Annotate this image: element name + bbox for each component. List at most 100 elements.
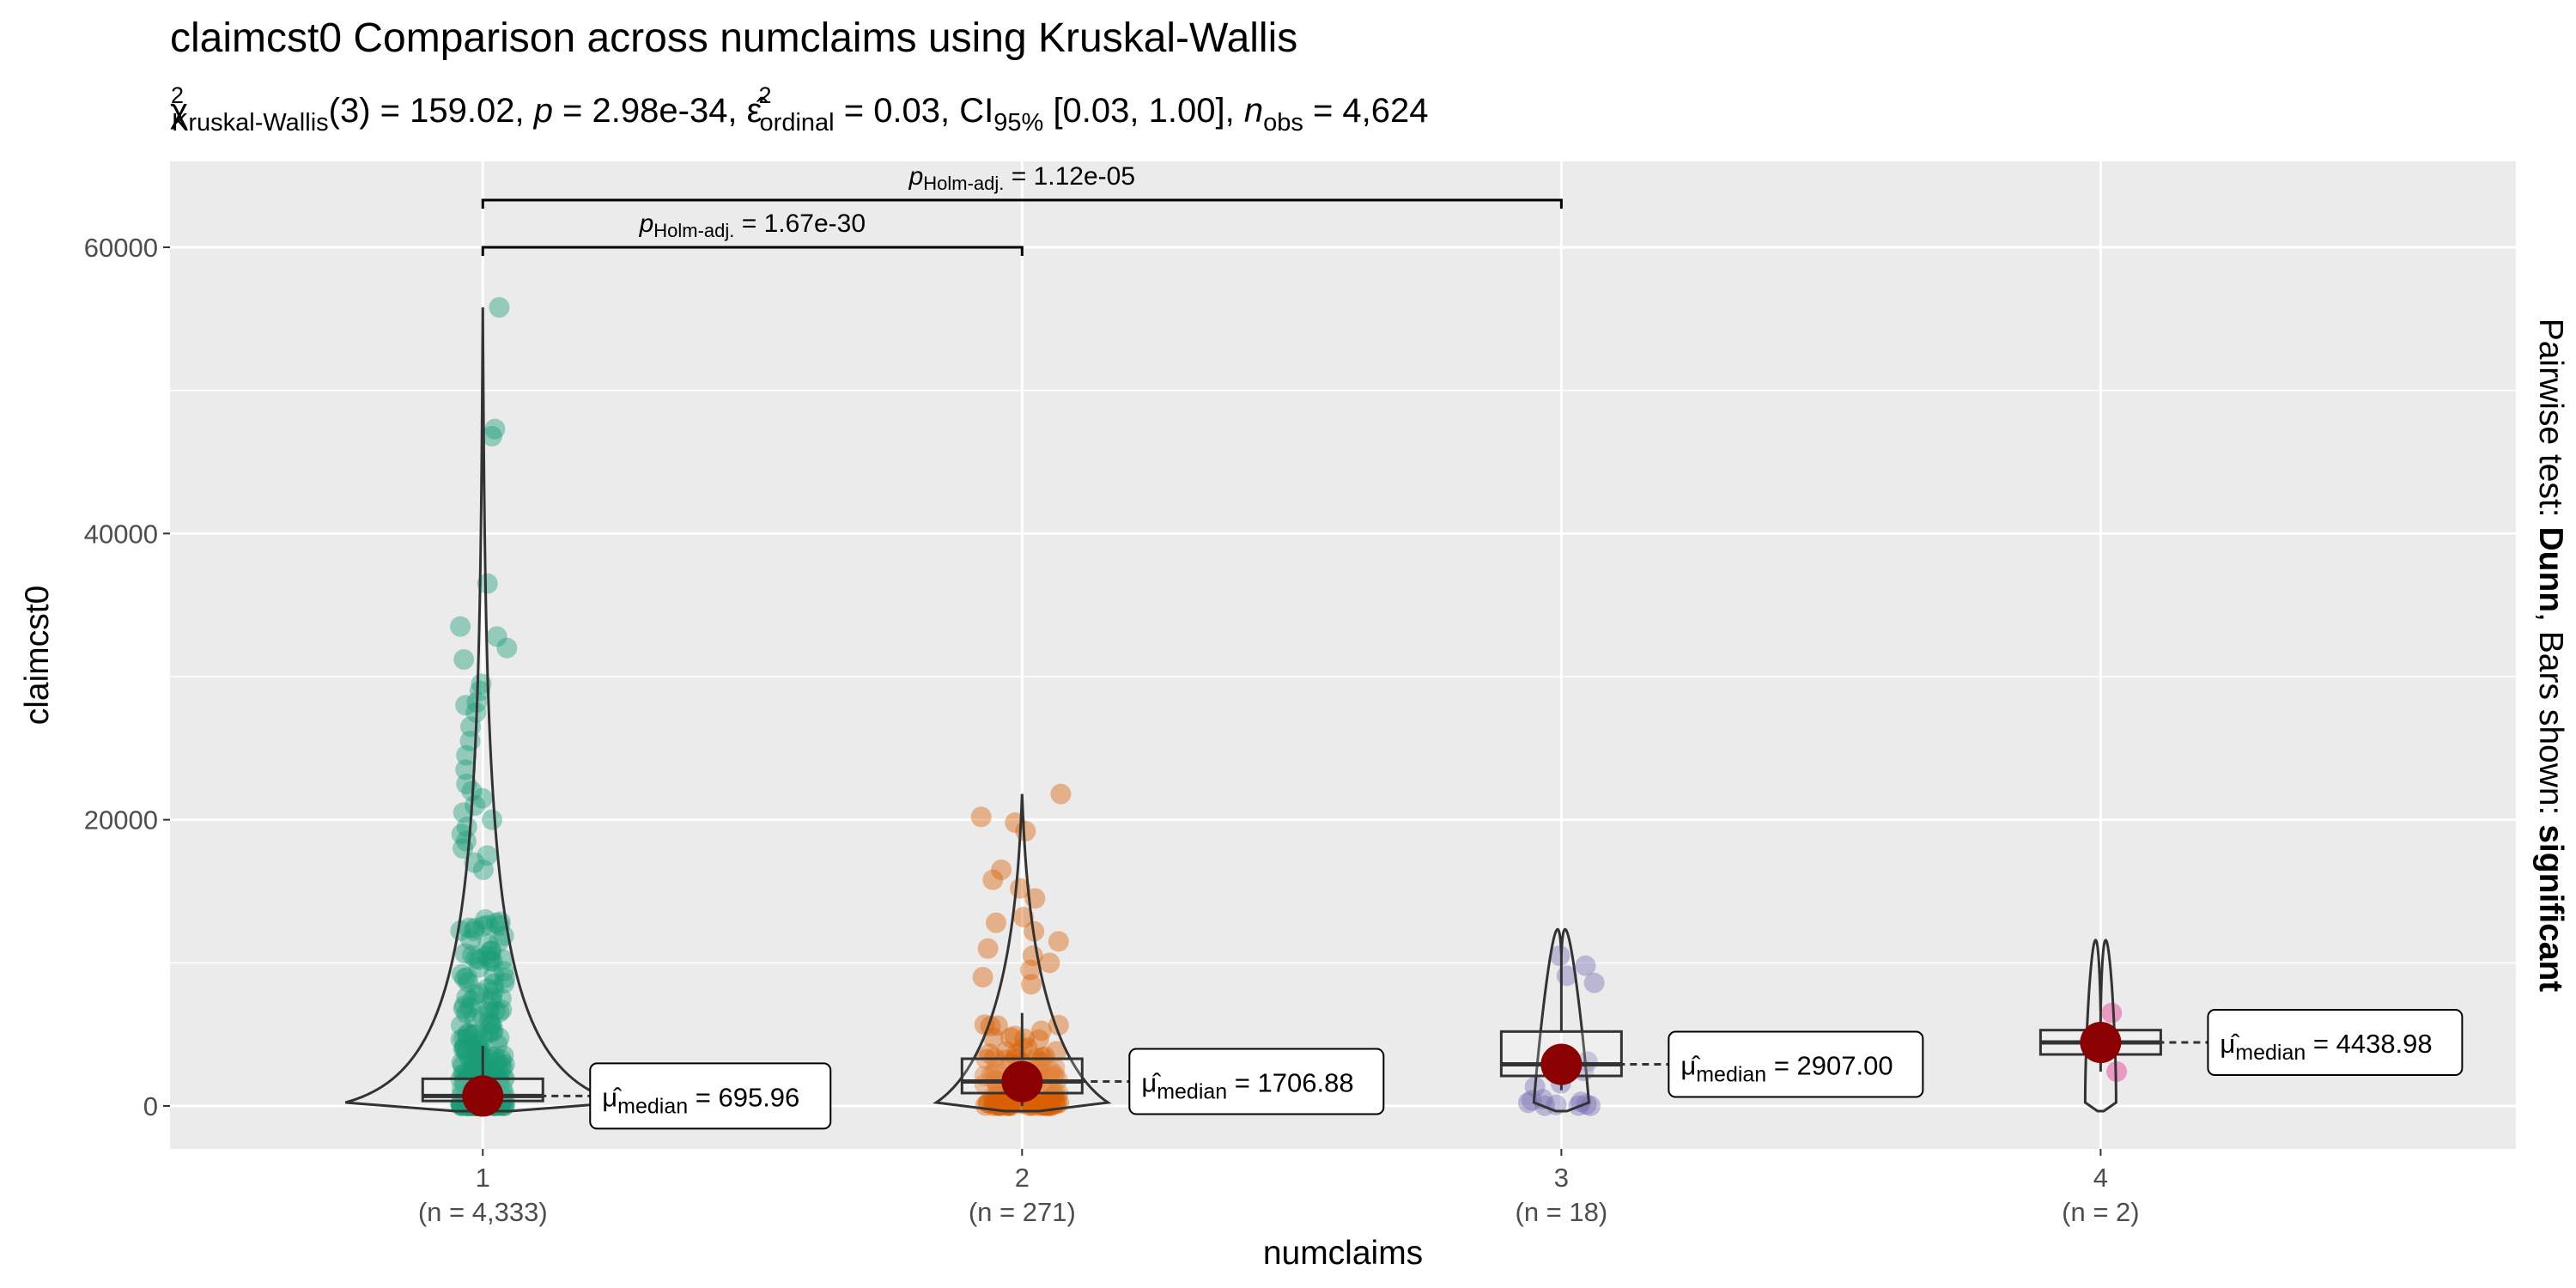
data-point — [481, 1014, 502, 1036]
y-tick-label: 40000 — [84, 519, 158, 549]
data-point — [1549, 945, 1571, 966]
data-point — [494, 972, 515, 993]
data-point — [464, 920, 485, 942]
data-point — [465, 948, 487, 969]
data-point — [453, 649, 475, 670]
data-point — [494, 967, 515, 988]
data-point — [484, 1000, 506, 1022]
data-point — [1047, 1069, 1068, 1091]
data-point — [1043, 1085, 1065, 1107]
data-point — [1050, 783, 1072, 805]
data-point — [465, 795, 486, 816]
chart-title: claimcst0 Comparison across numclaims us… — [170, 15, 1297, 61]
data-point — [469, 680, 490, 702]
data-point — [490, 987, 512, 1009]
y-tick-label: 20000 — [84, 805, 158, 835]
data-point — [483, 1020, 504, 1042]
data-point — [1042, 1080, 1063, 1102]
subtitle-ci-value: [0.03, 1.00], — [1043, 92, 1244, 130]
data-point — [987, 1085, 1008, 1107]
x-tick-count: (n = 271) — [969, 1197, 1076, 1227]
violin — [2083, 939, 2117, 1113]
data-point — [459, 1049, 481, 1071]
data-point — [450, 616, 471, 637]
data-point — [987, 1084, 1008, 1106]
subtitle-p-symbol: p — [533, 92, 553, 130]
data-point — [486, 1051, 507, 1072]
subtitle-ci-sub: 95% — [993, 109, 1043, 137]
data-point — [984, 1062, 1005, 1084]
x-axis-ticks: 1 (n = 4,333) 2 (n = 271) 3 (n = 18) 4 (n = 2) — [418, 1149, 2140, 1227]
x-tick-label: 2 — [1015, 1163, 1030, 1193]
data-point — [480, 940, 501, 962]
data-point — [456, 744, 477, 766]
data-point — [479, 951, 501, 972]
data-point — [489, 1027, 510, 1048]
plot-panel — [170, 161, 2516, 1149]
data-point — [460, 1059, 482, 1080]
data-point — [462, 1024, 483, 1046]
data-point — [991, 860, 1012, 880]
data-point — [977, 938, 999, 959]
data-point — [1015, 821, 1036, 841]
data-point — [478, 1022, 500, 1043]
violin — [1532, 927, 1590, 1113]
violin — [933, 793, 1112, 1113]
data-point — [470, 1045, 491, 1066]
median-label: μ̂median = 1706.88 — [1141, 1068, 1353, 1104]
data-point — [483, 974, 504, 995]
x-tick-count: (n = 4,333) — [418, 1197, 548, 1227]
data-point — [986, 912, 1007, 933]
subtitle-chi: χ — [170, 92, 188, 130]
data-point — [465, 917, 486, 939]
data-point — [473, 915, 495, 937]
data-point — [481, 940, 502, 962]
data-point — [490, 1048, 512, 1070]
data-point — [1040, 1060, 1061, 1081]
data-point — [487, 1055, 508, 1077]
data-point — [463, 1024, 484, 1045]
data-point — [455, 759, 477, 781]
data-point — [496, 637, 518, 659]
subtitle-n-value: = 4,624 — [1303, 92, 1429, 130]
data-point — [1042, 1085, 1063, 1107]
data-point — [475, 945, 496, 967]
subtitle-n-sub: obs — [1263, 109, 1303, 137]
pairwise-label: pHolm-adj. = 1.67e-30 — [639, 210, 866, 241]
median-markers: μ̂median = 695.96 μ̂median = 1706.88μ̂med… — [462, 1009, 2464, 1130]
data-point — [463, 1050, 484, 1072]
data-point — [1039, 952, 1060, 974]
data-point — [456, 774, 477, 794]
data-point — [459, 997, 481, 1018]
data-point — [1521, 1090, 1542, 1111]
data-point — [1044, 1057, 1066, 1078]
data-point — [492, 949, 513, 970]
data-point — [1048, 931, 1069, 952]
data-point — [450, 920, 471, 941]
data-point — [974, 1073, 995, 1095]
data-point — [451, 1052, 472, 1073]
data-point — [477, 978, 499, 999]
pairwise-prefix: Pairwise test: — [2532, 319, 2569, 527]
data-point — [481, 1014, 502, 1036]
x-tick-label: 1 — [476, 1163, 490, 1193]
data-point — [475, 908, 496, 930]
data-point — [493, 1045, 514, 1066]
pairwise-bracket — [481, 246, 1024, 256]
data-point — [489, 931, 510, 952]
data-point — [460, 929, 482, 951]
data-point — [986, 1057, 1007, 1078]
data-point — [464, 1008, 485, 1030]
data-point — [1583, 972, 1605, 993]
subtitle-p-value: = 2.98e-34, — [553, 92, 747, 130]
data-point — [478, 1001, 500, 1023]
data-point — [1034, 1046, 1055, 1067]
data-point — [1020, 959, 1042, 981]
subtitle-epsilon-value: = 0.03, CI — [835, 92, 994, 130]
subtitle-chi-sup: 2 — [171, 82, 184, 108]
data-point — [454, 943, 476, 964]
data-point — [479, 1045, 501, 1066]
data-point — [481, 990, 502, 1012]
subtitle-epsilon-sub: ordinal — [760, 109, 835, 137]
data-point — [2101, 1002, 2123, 1024]
